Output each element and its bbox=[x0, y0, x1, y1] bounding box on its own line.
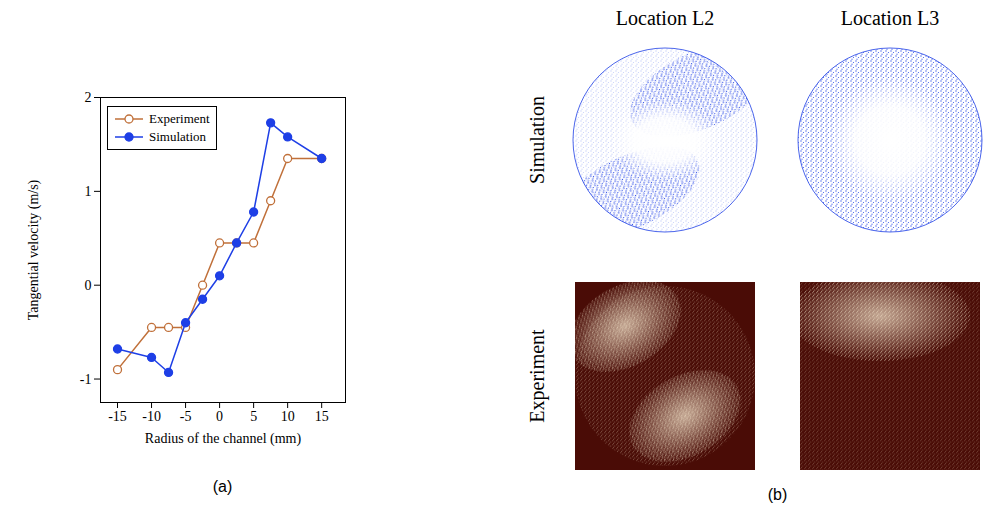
svg-text:-10: -10 bbox=[142, 409, 161, 424]
svg-text:5: 5 bbox=[250, 409, 257, 424]
svg-text:0: 0 bbox=[216, 409, 223, 424]
svg-text:Radius of the channel (mm): Radius of the channel (mm) bbox=[145, 431, 302, 447]
svg-text:Experiment: Experiment bbox=[526, 329, 549, 423]
svg-text:Location L3: Location L3 bbox=[841, 7, 939, 29]
svg-text:10: 10 bbox=[281, 409, 295, 424]
html-text:Simulation: Simulation bbox=[149, 129, 207, 144]
svg-text:15: 15 bbox=[315, 409, 329, 424]
svg-text:1: 1 bbox=[85, 184, 92, 199]
svg-text:(b): (b) bbox=[768, 486, 788, 503]
svg-text:Tangential velocity (m/s): Tangential velocity (m/s) bbox=[26, 179, 42, 320]
html-text:Experiment: Experiment bbox=[149, 111, 210, 126]
svg-text:Location L2: Location L2 bbox=[616, 7, 714, 29]
svg-text:2: 2 bbox=[85, 90, 92, 105]
svg-text:-1: -1 bbox=[80, 372, 92, 387]
svg-text:-5: -5 bbox=[180, 409, 192, 424]
html-text:(a): (a) bbox=[212, 478, 233, 495]
svg-text:Simulation: Simulation bbox=[526, 96, 548, 184]
svg-text:0: 0 bbox=[85, 278, 92, 293]
svg-text:-15: -15 bbox=[108, 409, 127, 424]
